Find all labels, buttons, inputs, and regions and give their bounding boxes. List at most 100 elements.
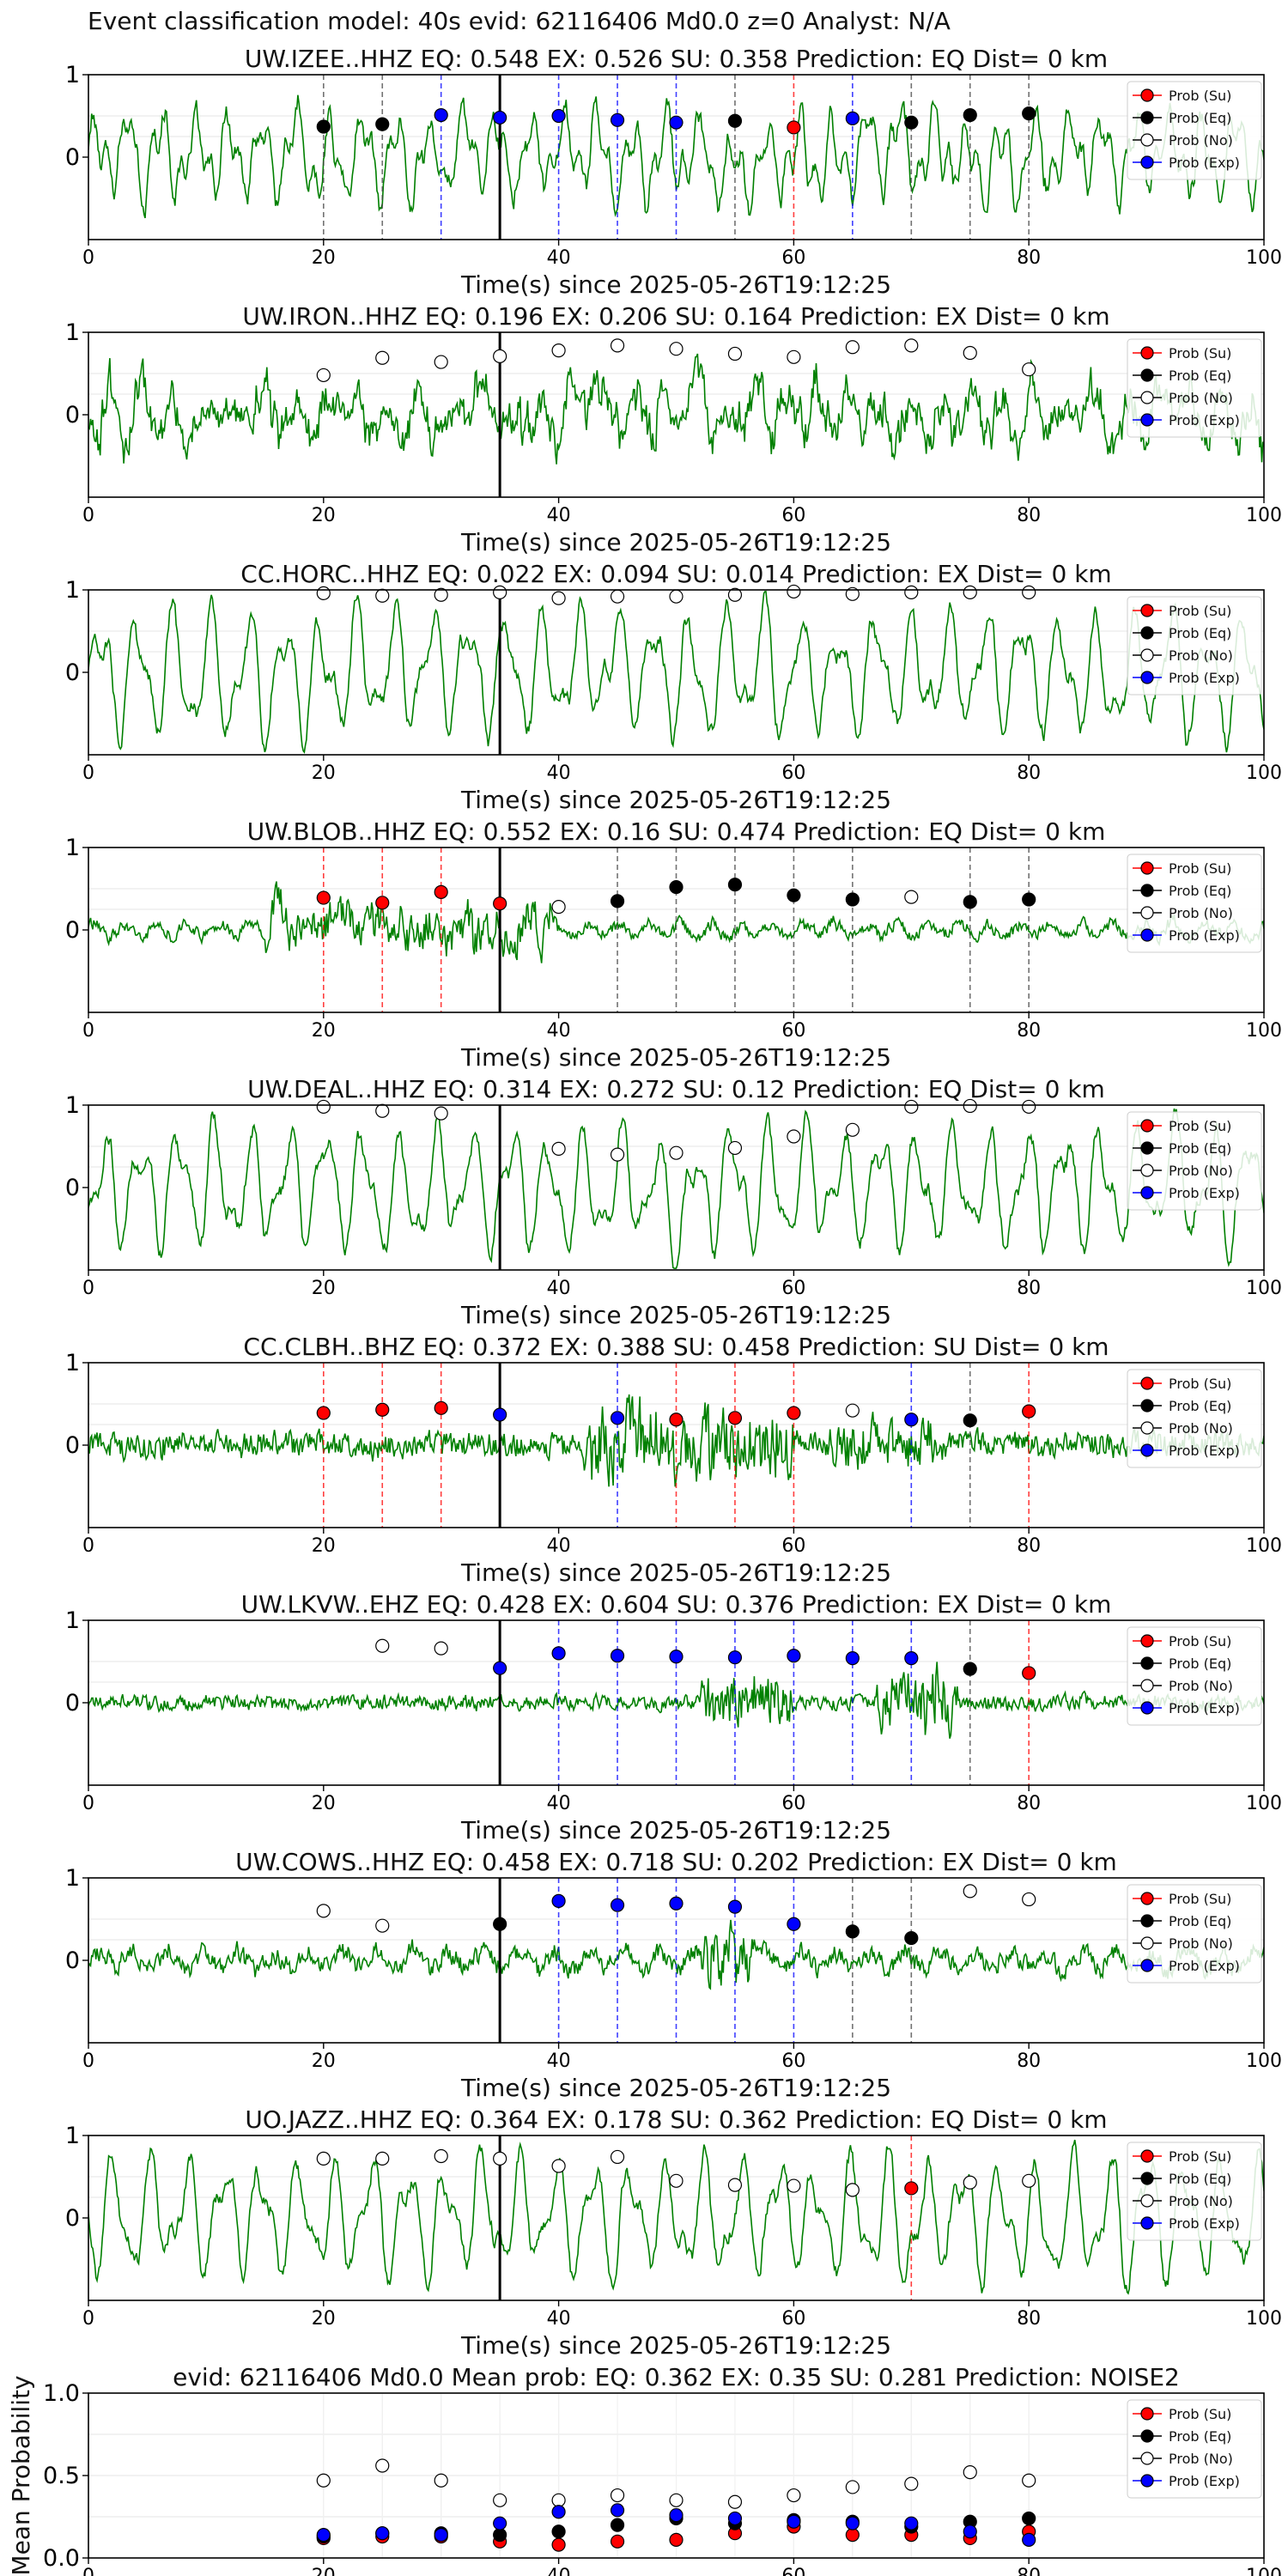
panel-1: UW.IZEE..HHZ EQ: 0.548 EX: 0.526 SU: 0.3… [65, 45, 1282, 299]
legend-label: Prob (No) [1169, 647, 1233, 664]
legend-label: Prob (No) [1169, 1420, 1233, 1437]
y-tick-label: 0 [65, 144, 80, 171]
prob-marker [493, 2528, 507, 2543]
prob-marker [787, 584, 801, 599]
prob-marker [610, 2503, 625, 2518]
prob-marker [669, 589, 683, 604]
legend-box [1127, 1626, 1262, 1726]
prob-marker [727, 878, 743, 892]
y-tick-label: 1 [65, 319, 80, 346]
legend-box [1127, 338, 1262, 438]
x-tick-label: 20 [312, 1535, 336, 1557]
legend-label: Prob (No) [1169, 132, 1233, 149]
legend-label: Prob (Su) [1169, 2148, 1231, 2165]
prob-marker [963, 2524, 977, 2539]
x-tick-label: 60 [781, 505, 805, 526]
prob-marker [610, 2488, 625, 2503]
waveform-trace [88, 1662, 1264, 1739]
y-tick-label: 0 [65, 659, 80, 686]
prob-marker [669, 1145, 683, 1160]
prob-marker [493, 1917, 507, 1931]
legend-marker [1140, 671, 1154, 684]
legend-label: Prob (Su) [1169, 88, 1231, 104]
legend-label: Prob (Su) [1169, 2406, 1231, 2422]
x-tick-label: 40 [547, 2308, 571, 2330]
prob-marker [551, 1141, 566, 1156]
legend-label: Prob (Exp) [1169, 1958, 1240, 1974]
legend-label: Prob (Su) [1169, 1118, 1231, 1134]
prob-marker [904, 338, 919, 353]
prob-marker [493, 349, 507, 363]
prob-marker [375, 896, 390, 910]
prob-marker [610, 589, 625, 604]
prob-marker [434, 355, 448, 369]
prob-marker [434, 1400, 448, 1415]
legend-marker [1140, 861, 1154, 875]
prob-marker [669, 342, 683, 356]
prob-marker [316, 2151, 331, 2166]
y-tick-label: 1 [65, 577, 80, 604]
y-tick-label: 0.0 [43, 2545, 80, 2572]
x-tick-label: 60 [781, 1278, 805, 1299]
legend-box [1127, 2399, 1262, 2499]
prob-marker [493, 1661, 507, 1675]
prob-marker [669, 1413, 683, 1427]
prob-marker [493, 1407, 507, 1422]
x-tick-label: 20 [312, 2050, 336, 2072]
prob-marker [787, 2514, 801, 2529]
panel-3: CC.HORC..HHZ EQ: 0.022 EX: 0.094 SU: 0.0… [65, 560, 1282, 814]
legend-label: Prob (Eq) [1169, 2428, 1231, 2445]
legend-marker [1140, 2451, 1154, 2465]
legend-marker [1140, 2407, 1154, 2421]
prob-marker [669, 115, 683, 130]
prob-marker [610, 1649, 625, 1663]
prob-marker [845, 2480, 860, 2494]
legend-box [1127, 854, 1262, 953]
prob-marker [610, 2149, 625, 2165]
legend-marker [1140, 1892, 1154, 1905]
axes-frame [88, 589, 1265, 756]
panel-5: UW.DEAL..HHZ EQ: 0.314 EX: 0.272 SU: 0.1… [65, 1075, 1282, 1329]
prob-marker [316, 890, 331, 905]
prob-marker [845, 1403, 860, 1418]
legend-marker [1140, 884, 1154, 897]
x-tick-label: 20 [312, 762, 336, 784]
x-tick-label: 100 [1246, 2308, 1282, 2330]
legend-box [1127, 1111, 1262, 1211]
legend-marker [1140, 2194, 1154, 2208]
prob-marker [669, 2173, 683, 2188]
prob-marker [727, 346, 743, 361]
x-tick-label: 80 [1017, 247, 1041, 269]
prob-marker [610, 2518, 625, 2532]
legend-label: Prob (Exp) [1169, 412, 1240, 428]
prob-marker [787, 1129, 801, 1144]
x-tick-label: 40 [547, 1793, 571, 1814]
legend-label: Prob (Eq) [1169, 1398, 1231, 1414]
panel-10: evid: 62116406 Md0.0 Mean prob: EQ: 0.36… [7, 2363, 1282, 2576]
prob-marker [434, 1106, 448, 1121]
x-tick-label: 40 [547, 762, 571, 784]
prob-marker [434, 2528, 448, 2543]
prob-marker [610, 1147, 625, 1162]
legend-marker [1140, 626, 1154, 640]
prob-marker [375, 2151, 390, 2166]
prob-marker [787, 1649, 801, 1663]
x-tick-label: 0 [82, 2050, 94, 2072]
legend-label: Prob (No) [1169, 1163, 1233, 1179]
x-tick-label: 100 [1246, 1020, 1282, 1042]
prob-marker [845, 2528, 860, 2543]
x-axis-label: Time(s) since 2025-05-26T19:12:25 [460, 2074, 891, 2102]
prob-marker [1022, 2511, 1036, 2526]
x-tick-label: 20 [312, 1020, 336, 1042]
waveform-trace [88, 1108, 1264, 1269]
prob-marker [434, 2148, 448, 2164]
prob-marker [375, 1638, 390, 1653]
legend-box [1127, 2142, 1262, 2241]
prob-marker [551, 1893, 566, 1908]
legend-marker [1140, 1141, 1154, 1155]
x-tick-label: 60 [781, 2566, 805, 2576]
x-tick-label: 80 [1017, 2566, 1041, 2576]
y-tick-label: 1 [65, 2123, 80, 2149]
x-tick-label: 100 [1246, 247, 1282, 269]
y-tick-label: 1.0 [43, 2380, 80, 2407]
